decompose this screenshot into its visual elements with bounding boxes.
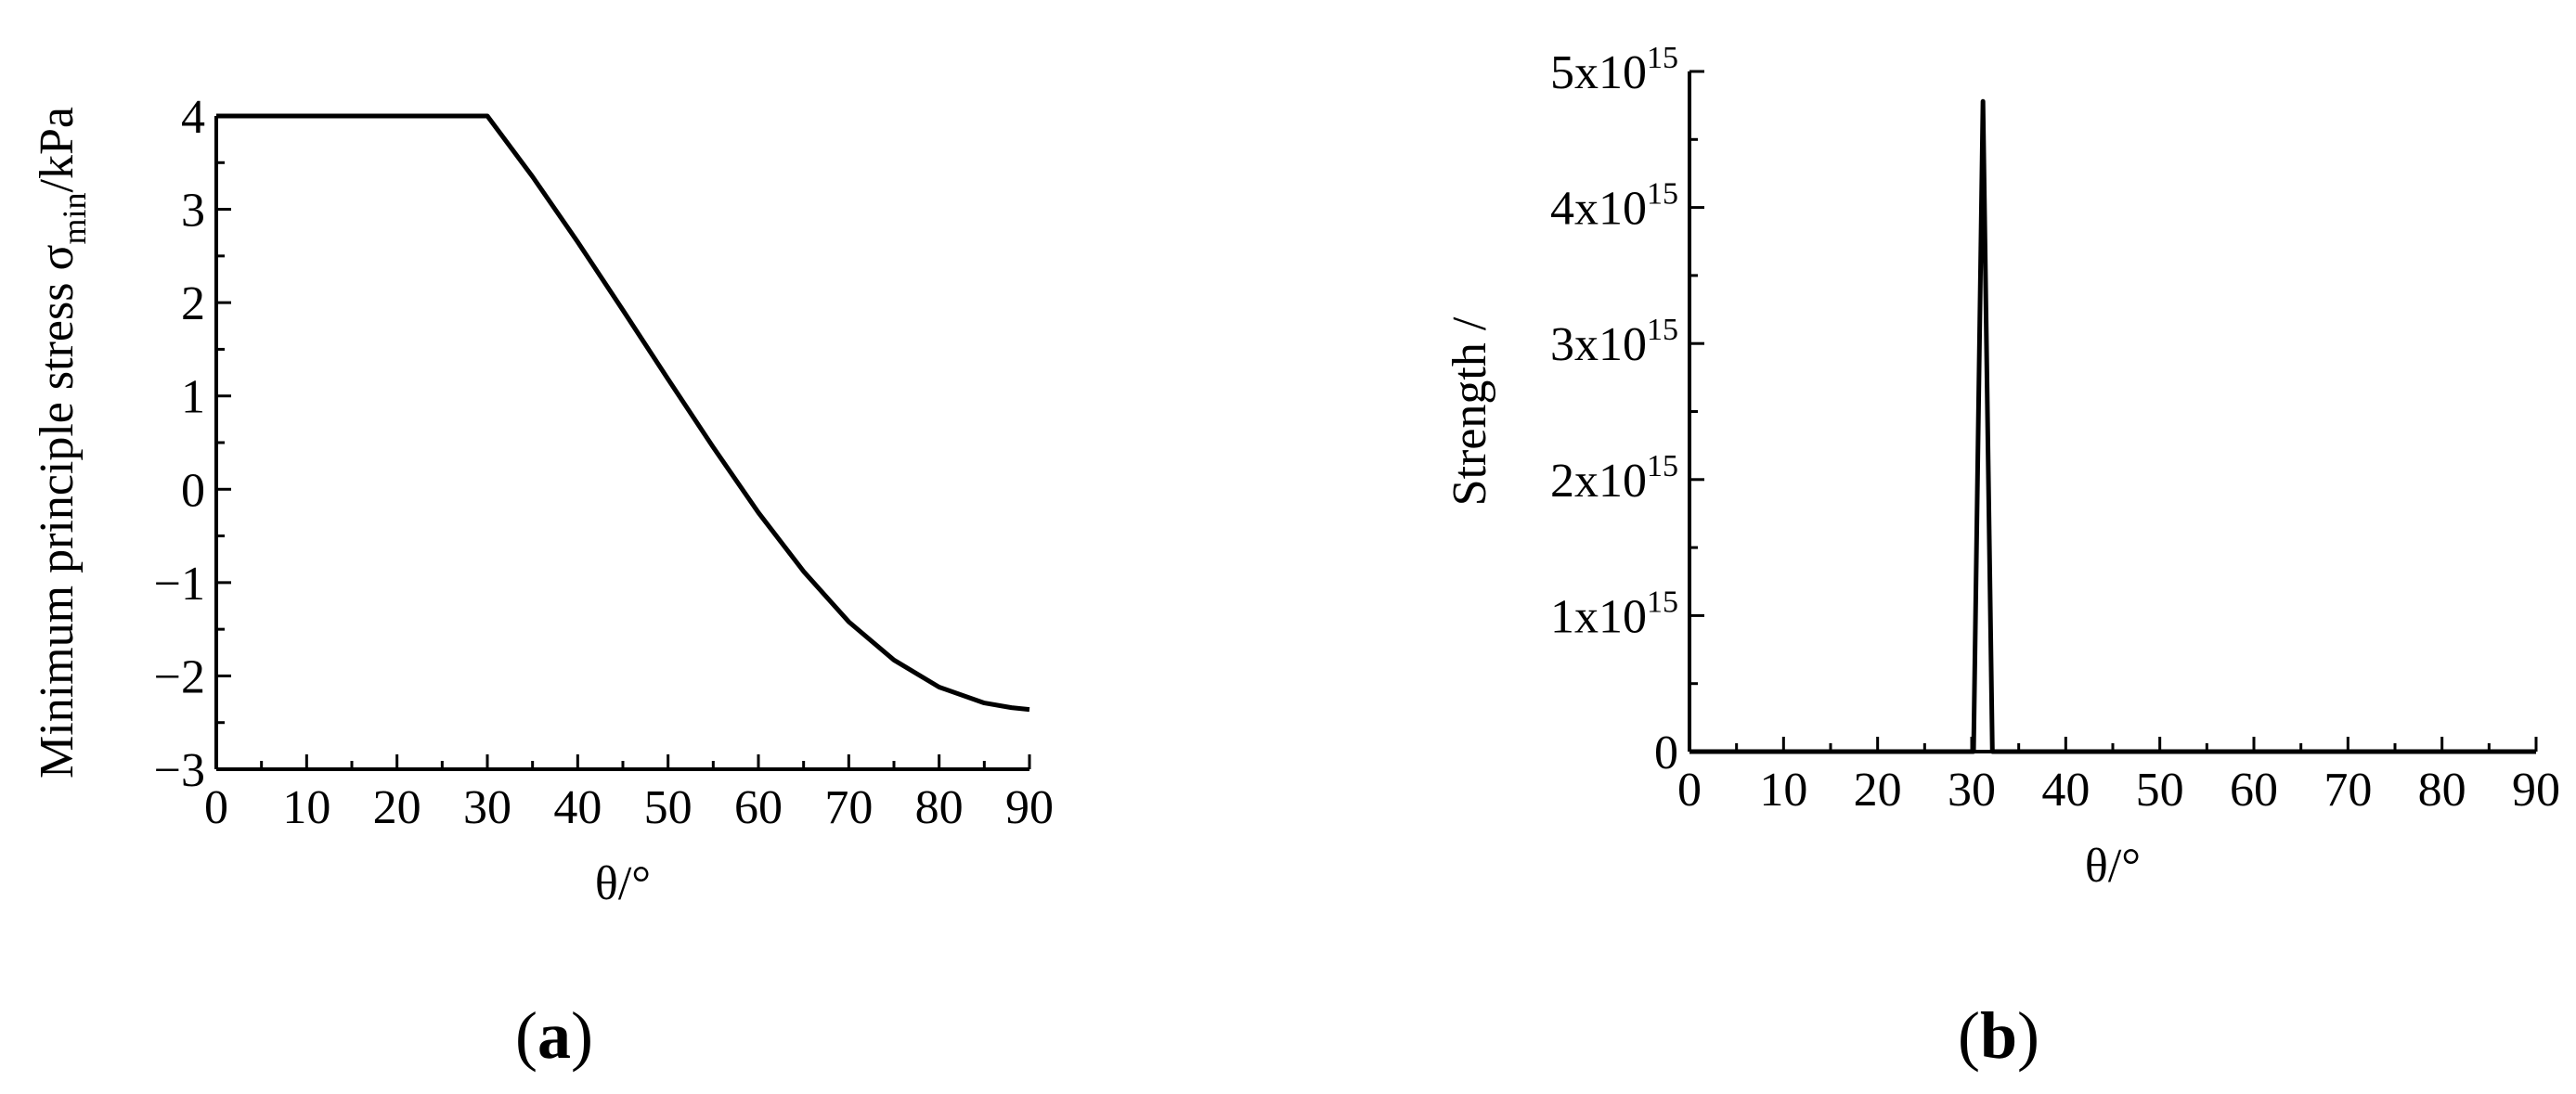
y-tick-exponent: 15 [1647, 585, 1678, 619]
y-tick-exponent: 15 [1647, 449, 1678, 483]
y-axis-label: Minimum principle stress σmin/kPa [31, 107, 93, 779]
y-tick-exponent: 15 [1647, 41, 1678, 75]
x-tick-label: 50 [2136, 764, 2184, 817]
panel-label-open: ( [515, 998, 537, 1073]
x-tick-label: 60 [2230, 764, 2278, 817]
y-tick-label: 5x1015 [1550, 41, 1678, 99]
x-tick-label: 20 [373, 781, 421, 834]
y-tick-label: −2 [154, 650, 205, 703]
y-tick-exponent: 15 [1647, 177, 1678, 212]
x-tick-label: 40 [2041, 764, 2090, 817]
y-axis-label-prefix: Minimum principle stress σ [31, 245, 84, 779]
x-tick-label: 10 [1759, 764, 1807, 817]
y-axis-label: Strength / [1443, 316, 1496, 506]
y-tick-label: 0 [181, 464, 205, 517]
x-tick-label: 10 [282, 781, 330, 834]
y-tick-mantissa: 4x10 [1550, 183, 1647, 236]
y-tick-mantissa: 3x10 [1550, 318, 1647, 371]
x-tick-label: 80 [2418, 764, 2466, 817]
y-axis-label-suffix: /kPa [31, 107, 84, 192]
y-tick-label: 3 [181, 185, 205, 238]
series-line [1689, 98, 2536, 754]
y-tick-mantissa: 5x10 [1550, 46, 1647, 99]
x-tick-label: 30 [1948, 764, 1996, 817]
chart-panel-b: 0 10 20 30 40 50 60 70 80 9001x10152x10153x10154x… [1443, 41, 2560, 1073]
y-tick-label: 1x1015 [1550, 585, 1678, 643]
y-tick-label: 2 [181, 277, 205, 330]
x-tick-label: 40 [553, 781, 602, 834]
x-tick-label: 0 [1677, 764, 1702, 817]
y-tick-label: 4 [181, 91, 205, 144]
panel-label-open: ( [1958, 998, 1980, 1073]
series-line [216, 113, 1030, 713]
panel-label: (a) [515, 998, 593, 1073]
x-tick-label: 80 [915, 781, 964, 834]
panel-label-close: ) [2017, 998, 2039, 1073]
y-tick-label: −3 [154, 744, 205, 797]
x-tick-label: 70 [824, 781, 873, 834]
y-tick-label: 1 [181, 371, 205, 424]
x-tick-label: 90 [2512, 764, 2560, 817]
x-tick-label: 20 [1854, 764, 1902, 817]
y-tick-label: 4x1015 [1550, 177, 1678, 236]
x-axis-label: θ/° [2085, 840, 2141, 893]
x-tick-label: 90 [1005, 781, 1054, 834]
y-tick-mantissa: 0 [1654, 727, 1678, 779]
x-tick-label: 0 [204, 781, 228, 834]
y-axis-label-subscript: min [56, 193, 93, 245]
x-tick-label: 70 [2324, 764, 2372, 817]
x-tick-label: 50 [644, 781, 693, 834]
y-tick-label: 2x1015 [1550, 449, 1678, 508]
panel-label: (b) [1958, 998, 2039, 1073]
y-tick-label: −1 [154, 558, 205, 611]
y-tick-mantissa: 2x10 [1550, 455, 1647, 508]
x-axis-label: θ/° [595, 857, 651, 910]
x-tick-label: 60 [734, 781, 783, 834]
y-tick-exponent: 15 [1647, 313, 1678, 347]
panel-label-close: ) [571, 998, 593, 1073]
x-tick-label: 30 [463, 781, 511, 834]
panel-label-letter: a [537, 998, 571, 1073]
y-tick-mantissa: 1x10 [1550, 590, 1647, 643]
y-tick-label: 0 [1654, 727, 1678, 779]
panel-label-letter: b [1980, 998, 2017, 1073]
y-tick-label: 3x1015 [1550, 313, 1678, 371]
chart-panel-a: 0 10 20 30 40 50 60 70 80 90 −3 −2 −1 0 1 2 3 4 θ/° Minimum… [31, 91, 1054, 1073]
